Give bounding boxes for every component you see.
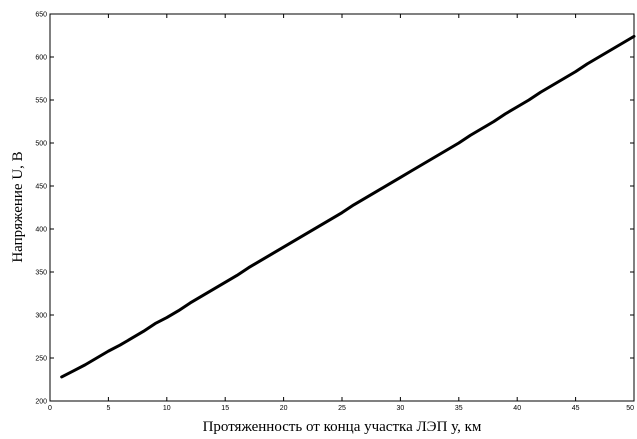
y-tick-label: 400 (35, 227, 47, 234)
y-tick-label: 350 (35, 270, 47, 277)
y-tick-label: 300 (35, 313, 47, 320)
x-tick-label: 20 (280, 405, 288, 412)
y-tick-label: 250 (35, 356, 47, 363)
x-tick-label: 25 (338, 405, 346, 412)
y-tick-label: 450 (35, 184, 47, 191)
y-tick-label: 600 (35, 55, 47, 62)
y-axis-title: Напряжение U, В (10, 151, 26, 262)
series-line (60, 34, 636, 379)
x-tick-label: 40 (513, 405, 521, 412)
x-tick-label: 50 (626, 405, 634, 412)
y-tick-label: 500 (35, 141, 47, 148)
axis-ticks: 0 5 10 15 20 25 30 35 40 45 50 200 250 300 350 400 450 50… (35, 12, 635, 412)
x-axis-title: Протяженность от конца участка ЛЭП у, км (203, 419, 482, 435)
y-tick-label: 200 (35, 399, 47, 406)
plot-area (49, 13, 635, 402)
x-tick-label: 45 (572, 405, 580, 412)
x-tick-label: 15 (221, 405, 229, 412)
x-tick-label: 0 (48, 405, 52, 412)
y-tick-label: 550 (35, 98, 47, 105)
x-tick-label: 35 (455, 405, 463, 412)
x-tick-label: 30 (397, 405, 405, 412)
y-tick-label: 650 (35, 12, 47, 19)
x-tick-label: 5 (106, 405, 110, 412)
x-tick-label: 10 (163, 405, 171, 412)
